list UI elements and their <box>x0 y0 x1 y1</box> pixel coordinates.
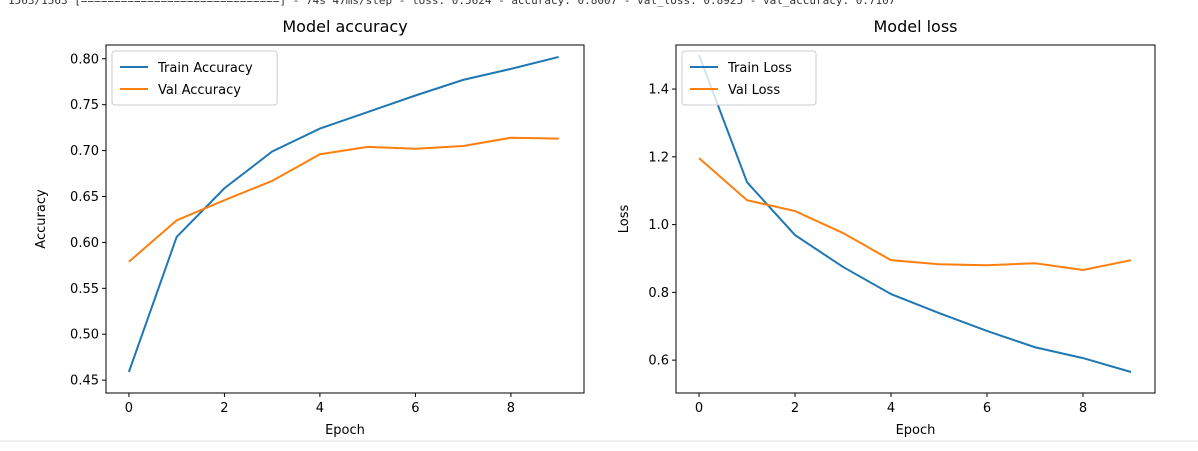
x-tick-label: 6 <box>983 401 991 416</box>
legend-label: Train Loss <box>727 61 792 76</box>
chart-title: Model loss <box>873 17 957 36</box>
legend-label: Train Accuracy <box>157 61 253 76</box>
x-tick-label: 4 <box>887 401 895 416</box>
data-line <box>127 55 559 373</box>
x-tick-label: 8 <box>1079 401 1087 416</box>
x-tick-label: 6 <box>411 401 419 416</box>
data-line <box>698 157 1132 272</box>
data-line <box>698 54 1132 373</box>
legend-label: Val Accuracy <box>158 83 241 98</box>
legend-box <box>111 50 278 106</box>
legend-box <box>681 50 817 106</box>
x-axis-label: Epoch <box>325 423 365 438</box>
x-tick-label: 2 <box>791 401 799 416</box>
y-tick-label: 0.75 <box>70 98 99 113</box>
y-tick-label: 0.45 <box>70 374 99 389</box>
y-tick-label: 1.0 <box>648 218 669 233</box>
legend-label: Val Loss <box>728 83 780 98</box>
y-tick-label: 0.55 <box>70 282 99 297</box>
y-tick-label: 0.70 <box>70 144 99 159</box>
plot-frame <box>675 44 1156 394</box>
y-tick-label: 1.4 <box>648 83 669 98</box>
log-line: 1563/1563 [=============================… <box>8 0 895 7</box>
y-tick-label: 0.8 <box>648 286 669 301</box>
y-tick-label: 0.65 <box>70 190 99 205</box>
x-tick-label: 0 <box>125 401 133 416</box>
y-tick-label: 0.6 <box>648 354 669 369</box>
y-tick-label: 0.80 <box>70 52 99 67</box>
plot-frame <box>105 44 585 394</box>
chart-title: Model accuracy <box>282 17 407 36</box>
x-tick-label: 4 <box>316 401 324 416</box>
x-tick-label: 8 <box>507 401 515 416</box>
x-axis-label: Epoch <box>896 423 936 438</box>
y-tick-label: 1.2 <box>648 150 669 165</box>
y-tick-label: 0.60 <box>70 236 99 251</box>
data-line <box>128 136 559 263</box>
y-axis-label: Loss <box>617 205 632 234</box>
x-tick-label: 0 <box>695 401 703 416</box>
x-tick-label: 2 <box>220 401 228 416</box>
y-axis-label: Accuracy <box>34 189 49 249</box>
y-tick-label: 0.50 <box>70 328 99 343</box>
